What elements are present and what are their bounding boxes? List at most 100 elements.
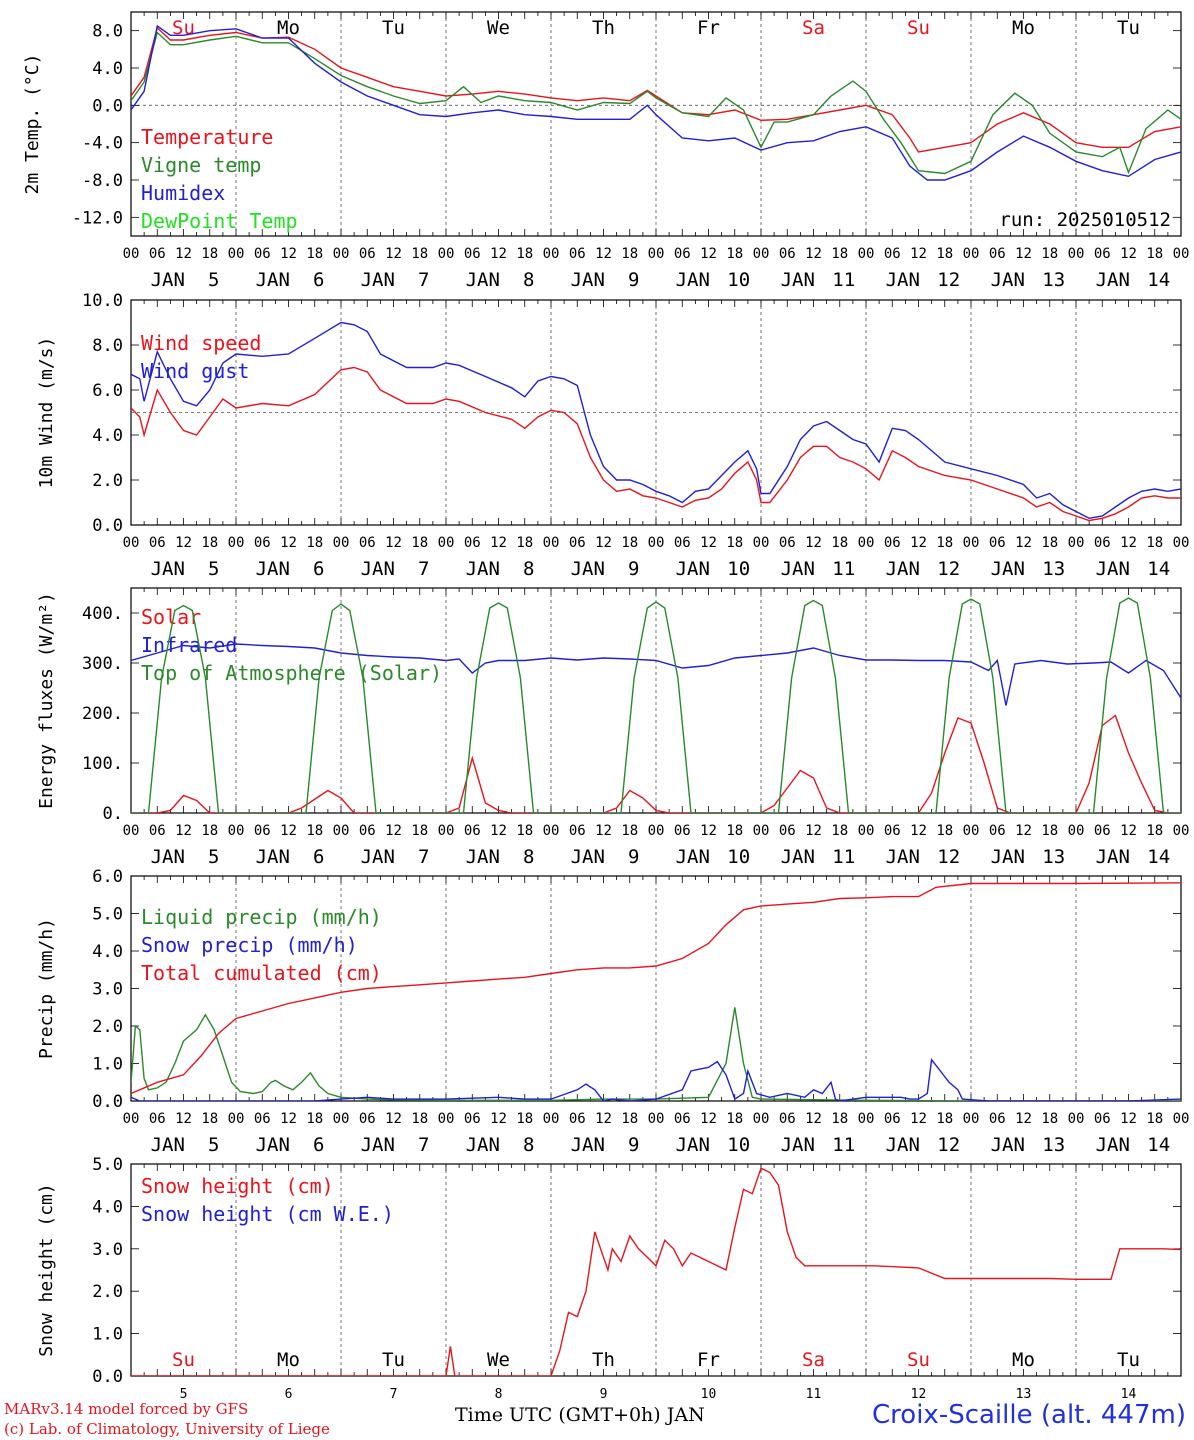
hour-tick-label: 18 <box>306 246 323 262</box>
hour-tick-label: 12 <box>385 535 402 551</box>
hour-tick-label: 00 <box>333 535 350 551</box>
hour-tick-label: 18 <box>936 823 953 839</box>
y-tick-label: 3.0 <box>92 1240 123 1260</box>
date-label: 11 <box>832 846 855 868</box>
date-label: 7 <box>418 558 429 580</box>
hour-tick-label: 00 <box>1068 1111 1085 1127</box>
series-line-wind-speed <box>131 366 1181 522</box>
hour-tick-label: 18 <box>411 535 428 551</box>
hour-tick-label: 00 <box>1173 823 1190 839</box>
hour-tick-label: 18 <box>201 535 218 551</box>
hour-tick-label: 18 <box>516 535 533 551</box>
y-tick-label: 0.0 <box>92 1367 123 1387</box>
hour-tick-label: 12 <box>1015 535 1032 551</box>
month-label: JAN <box>361 1134 395 1156</box>
date-label: 6 <box>313 269 324 291</box>
hour-tick-label: 06 <box>149 823 166 839</box>
hour-tick-label: 00 <box>1173 535 1190 551</box>
hour-tick-label: 12 <box>595 1111 612 1127</box>
date-label: 6 <box>313 846 324 868</box>
hour-tick-label: 00 <box>1068 246 1085 262</box>
month-label: JAN <box>151 846 185 868</box>
hour-tick-label: 18 <box>411 246 428 262</box>
series-line-infrared <box>131 643 1181 706</box>
date-label: 8 <box>523 846 534 868</box>
hour-tick-label: 06 <box>254 823 271 839</box>
hour-tick-label: 18 <box>201 1111 218 1127</box>
hour-tick-label: 06 <box>989 246 1006 262</box>
date-label: 13 <box>1042 269 1065 291</box>
y-tick-label: 0.0 <box>92 96 123 116</box>
legend-entry: Temperature <box>141 125 273 149</box>
y-tick-label: 1.0 <box>92 1055 123 1075</box>
hour-tick-label: 06 <box>569 535 586 551</box>
date-label: 5 <box>180 1387 188 1402</box>
month-label: JAN <box>991 1134 1025 1156</box>
hour-tick-label: 12 <box>700 1111 717 1127</box>
date-label: 12 <box>937 1134 960 1156</box>
hour-tick-label: 18 <box>1146 1111 1163 1127</box>
month-label: JAN <box>466 558 500 580</box>
hour-tick-label: 06 <box>674 246 691 262</box>
series-line-temperature <box>131 26 1181 153</box>
x-axis-label: Time UTC (GMT+0h) JAN <box>455 1404 705 1426</box>
hour-tick-label: 00 <box>753 535 770 551</box>
hour-tick-label: 00 <box>963 246 980 262</box>
hour-tick-label: 18 <box>1041 246 1058 262</box>
month-label: JAN <box>571 1134 605 1156</box>
date-label: 5 <box>208 558 219 580</box>
date-label: 14 <box>1147 269 1170 291</box>
hour-tick-label: 00 <box>753 823 770 839</box>
y-tick-label: 4.0 <box>92 1197 123 1217</box>
day-of-week-label: Su <box>172 17 195 39</box>
day-of-week-label: Sa <box>802 17 825 39</box>
run-label: run: 2025010512 <box>999 209 1171 231</box>
date-label: 13 <box>1042 1134 1065 1156</box>
hour-tick-label: 18 <box>936 1111 953 1127</box>
hour-tick-label: 06 <box>779 535 796 551</box>
hour-tick-label: 06 <box>989 1111 1006 1127</box>
hour-tick-label: 06 <box>569 246 586 262</box>
hour-tick-label: 06 <box>674 823 691 839</box>
date-label: 14 <box>1121 1387 1137 1402</box>
legend-entry: Snow height (cm) <box>141 1174 334 1198</box>
hour-tick-label: 12 <box>490 1111 507 1127</box>
month-label: JAN <box>991 269 1025 291</box>
date-label: 8 <box>523 558 534 580</box>
hour-tick-label: 06 <box>884 823 901 839</box>
hour-tick-label: 12 <box>175 246 192 262</box>
hour-tick-label: 06 <box>674 535 691 551</box>
hour-tick-label: 12 <box>595 246 612 262</box>
month-label: JAN <box>886 269 920 291</box>
hour-tick-label: 06 <box>674 1111 691 1127</box>
hour-tick-label: 18 <box>726 535 743 551</box>
plot-frame <box>130 587 1182 814</box>
month-label: JAN <box>256 558 290 580</box>
hour-tick-label: 00 <box>543 246 560 262</box>
lab-credit: (c) Lab. of Climatology, University of L… <box>4 1420 330 1438</box>
day-of-week-label: Su <box>907 1349 930 1371</box>
month-label: JAN <box>361 846 395 868</box>
hour-tick-label: 00 <box>123 1111 140 1127</box>
date-label: 9 <box>600 1387 608 1402</box>
hour-tick-label: 06 <box>359 823 376 839</box>
hour-tick-label: 00 <box>123 535 140 551</box>
day-of-week-label: Su <box>172 1349 195 1371</box>
month-label: JAN <box>991 846 1025 868</box>
series-line-total-cumulated-cm- <box>131 882 1181 1095</box>
date-label: 9 <box>628 846 639 868</box>
hour-tick-label: 06 <box>569 823 586 839</box>
hour-tick-label: 12 <box>175 823 192 839</box>
hour-tick-label: 00 <box>1173 246 1190 262</box>
hour-tick-label: 00 <box>228 823 245 839</box>
hour-tick-label: 06 <box>149 535 166 551</box>
y-tick-label: 4.0 <box>92 942 123 962</box>
series-line-vigne-temp <box>131 31 1181 175</box>
hour-tick-label: 12 <box>910 246 927 262</box>
hour-tick-label: 00 <box>963 1111 980 1127</box>
date-label: 11 <box>806 1387 822 1402</box>
series-line-humidex <box>131 24 1181 181</box>
y-tick-label: 5.0 <box>92 905 123 925</box>
date-label: 10 <box>701 1387 717 1402</box>
hour-tick-label: 12 <box>910 823 927 839</box>
